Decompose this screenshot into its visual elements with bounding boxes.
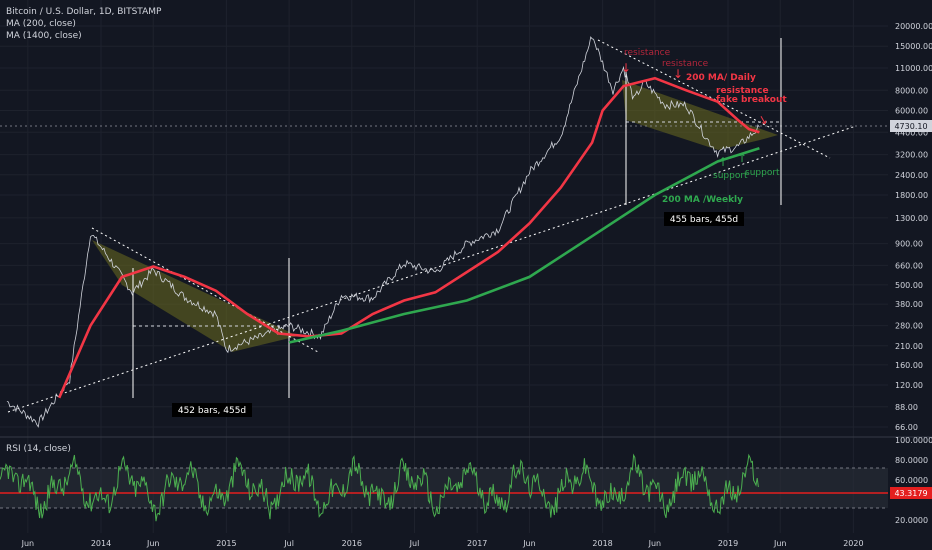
ma-weekly-label: 200 MA /Weekly: [662, 195, 743, 205]
time-tick-label: Jun: [146, 539, 160, 548]
right-upper-trendline: [597, 39, 831, 159]
annotations: resistance resistance 200 MA/ Daily resi…: [621, 48, 787, 205]
symbol-title[interactable]: Bitcoin / U.S. Dollar, 1D, BITSTAMP: [6, 7, 162, 17]
green-arrow-2: ↑: [737, 151, 747, 165]
time-tick-label: Jun: [522, 539, 536, 548]
price-tick-label: 900.00: [895, 240, 923, 249]
price-tick-label: 120.00: [895, 381, 923, 390]
red-arrow-2: ↓: [673, 67, 683, 81]
price-tick-label: 8000.00: [895, 86, 928, 95]
time-axis[interactable]: Jun 2014 Jun 2015 Jul 2016 Jul 2017 Jun 2018 Jun 20…: [21, 539, 864, 548]
svg-text:452 bars, 455d: 452 bars, 455d: [178, 406, 246, 416]
ma1400-legend[interactable]: MA (1400, close): [6, 31, 82, 41]
red-arrow-1: ↓: [621, 61, 631, 75]
time-tick-label: Jun: [648, 539, 662, 548]
ma1400-line: [288, 147, 760, 344]
resistance-label-3: resistance: [716, 86, 769, 96]
rsi-badge: 43.3179: [890, 487, 932, 499]
price-tick-label: 500.00: [895, 281, 923, 290]
rsi-tick-label: 20.0000: [895, 516, 928, 525]
long-support-trendline: [7, 125, 857, 413]
svg-text:4730.10: 4730.10: [894, 122, 927, 131]
price-axis[interactable]: 20000.00 15000.00 11000.00 8000.00 6000.00 44…: [895, 22, 932, 432]
time-tick-label: Jun: [21, 539, 35, 548]
support-label-1: support: [713, 171, 748, 181]
time-tick-label: 2015: [216, 539, 236, 548]
ma-daily-label: 200 MA/ Daily: [686, 73, 756, 83]
right-wedge: [622, 80, 778, 150]
price-tick-label: 160.00: [895, 361, 923, 370]
price-tick-label: 15000.00: [895, 42, 932, 51]
svg-text:455 bars, 455d: 455 bars, 455d: [670, 215, 738, 225]
price-badge: 4730.10: [890, 120, 932, 132]
support-label-2: support: [745, 168, 780, 178]
price-tick-label: 4400.00: [895, 128, 928, 137]
price-tick-label: 66.00: [895, 423, 918, 432]
rsi-tick-label: 100.0000: [895, 436, 932, 445]
price-tick-label: 280.00: [895, 322, 923, 331]
rsi-band: [0, 468, 888, 508]
time-tick-label: Jul: [409, 539, 420, 548]
time-tick-label: Jul: [283, 539, 294, 548]
time-tick-label: 2016: [342, 539, 362, 548]
price-tick-label: 6000.00: [895, 106, 928, 115]
fake-breakout-label: fake breakout: [716, 95, 787, 105]
measure-box-2: 455 bars, 455d: [664, 212, 744, 226]
time-tick-label: 2018: [592, 539, 612, 548]
rsi-legend[interactable]: RSI (14, close): [6, 444, 71, 454]
price-tick-label: 660.00: [895, 261, 923, 270]
price-line: [6, 36, 760, 428]
price-tick-label: 210.00: [895, 342, 923, 351]
green-arrow-1: ↑: [718, 155, 728, 169]
time-tick-label: 2019: [718, 539, 738, 548]
price-tick-label: 1800.00: [895, 191, 928, 200]
time-tick-label: 2017: [467, 539, 487, 548]
time-tick-label: 2020: [843, 539, 863, 548]
resistance-label-1: resistance: [624, 48, 671, 58]
price-tick-label: 20000.00: [895, 22, 932, 31]
ma200-line: [58, 76, 760, 399]
time-tick-label: 2014: [91, 539, 111, 548]
left-wedge: [92, 240, 298, 352]
ma200-legend[interactable]: MA (200, close): [6, 19, 76, 29]
price-tick-label: 11000.00: [895, 64, 932, 73]
rsi-tick-label: 80.0000: [895, 456, 928, 465]
rsi-tick-label: 60.0000: [895, 476, 928, 485]
time-tick-label: Jun: [773, 539, 787, 548]
measure-box-1: 452 bars, 455d: [172, 403, 252, 417]
chart-legend: Bitcoin / U.S. Dollar, 1D, BITSTAMP MA (…: [6, 6, 161, 42]
rsi-axis[interactable]: 100.0000 80.0000 60.0000 20.0000: [895, 436, 932, 525]
price-tick-label: 1300.00: [895, 214, 928, 223]
resistance-label-2: resistance: [662, 59, 709, 69]
rsi-line: [0, 453, 759, 522]
price-tick-label: 88.00: [895, 403, 918, 412]
price-tick-label: 3200.00: [895, 151, 928, 160]
svg-text:43.3179: 43.3179: [894, 489, 927, 498]
price-tick-label: 2400.00: [895, 171, 928, 180]
price-tick-label: 380.00: [895, 300, 923, 309]
